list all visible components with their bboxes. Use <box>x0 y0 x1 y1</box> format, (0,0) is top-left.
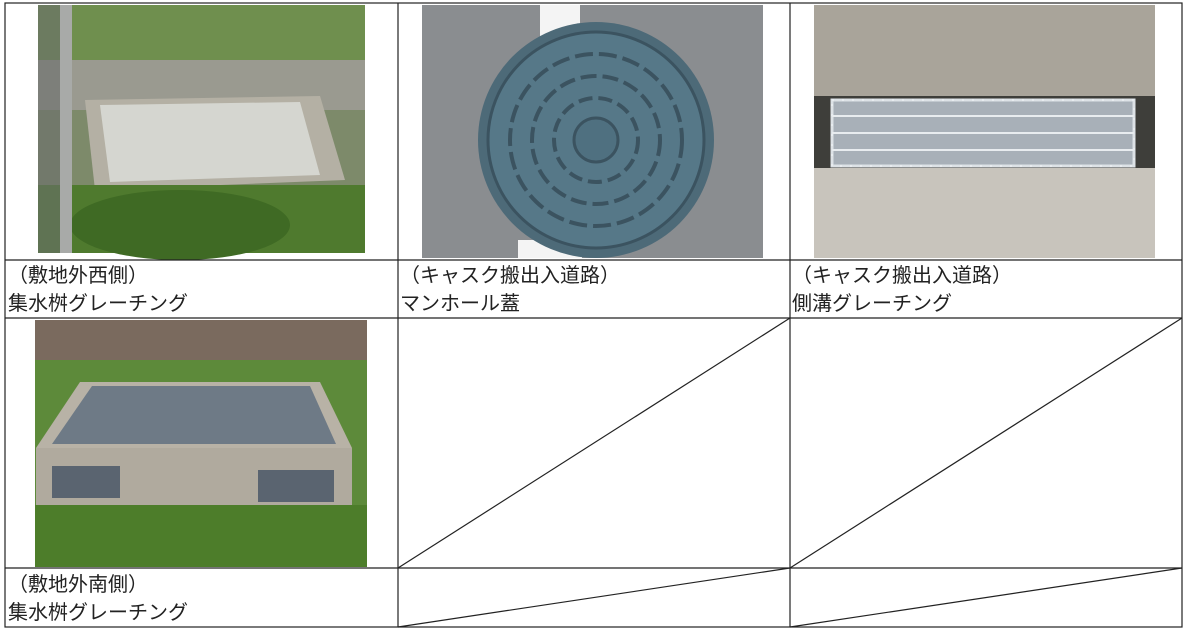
photo-gutter-grating <box>814 5 1155 258</box>
photo-west-basin <box>38 5 365 260</box>
caption-location: （キャスク搬出入道路） <box>400 263 620 287</box>
photo-manhole <box>422 5 763 258</box>
caption-location: （敷地外西側） <box>8 263 148 287</box>
photo-south-basin <box>35 320 367 567</box>
caption-name: 集水桝グレーチング <box>8 600 188 624</box>
caption-name: マンホール蓋 <box>400 291 520 315</box>
caption-location: （キャスク搬出入道路） <box>792 263 1012 287</box>
table-grid <box>4 2 1183 628</box>
caption-name: 集水桝グレーチング <box>8 291 188 315</box>
caption-name: 側溝グレーチング <box>792 291 952 315</box>
caption-location: （敷地外南側） <box>8 572 148 596</box>
